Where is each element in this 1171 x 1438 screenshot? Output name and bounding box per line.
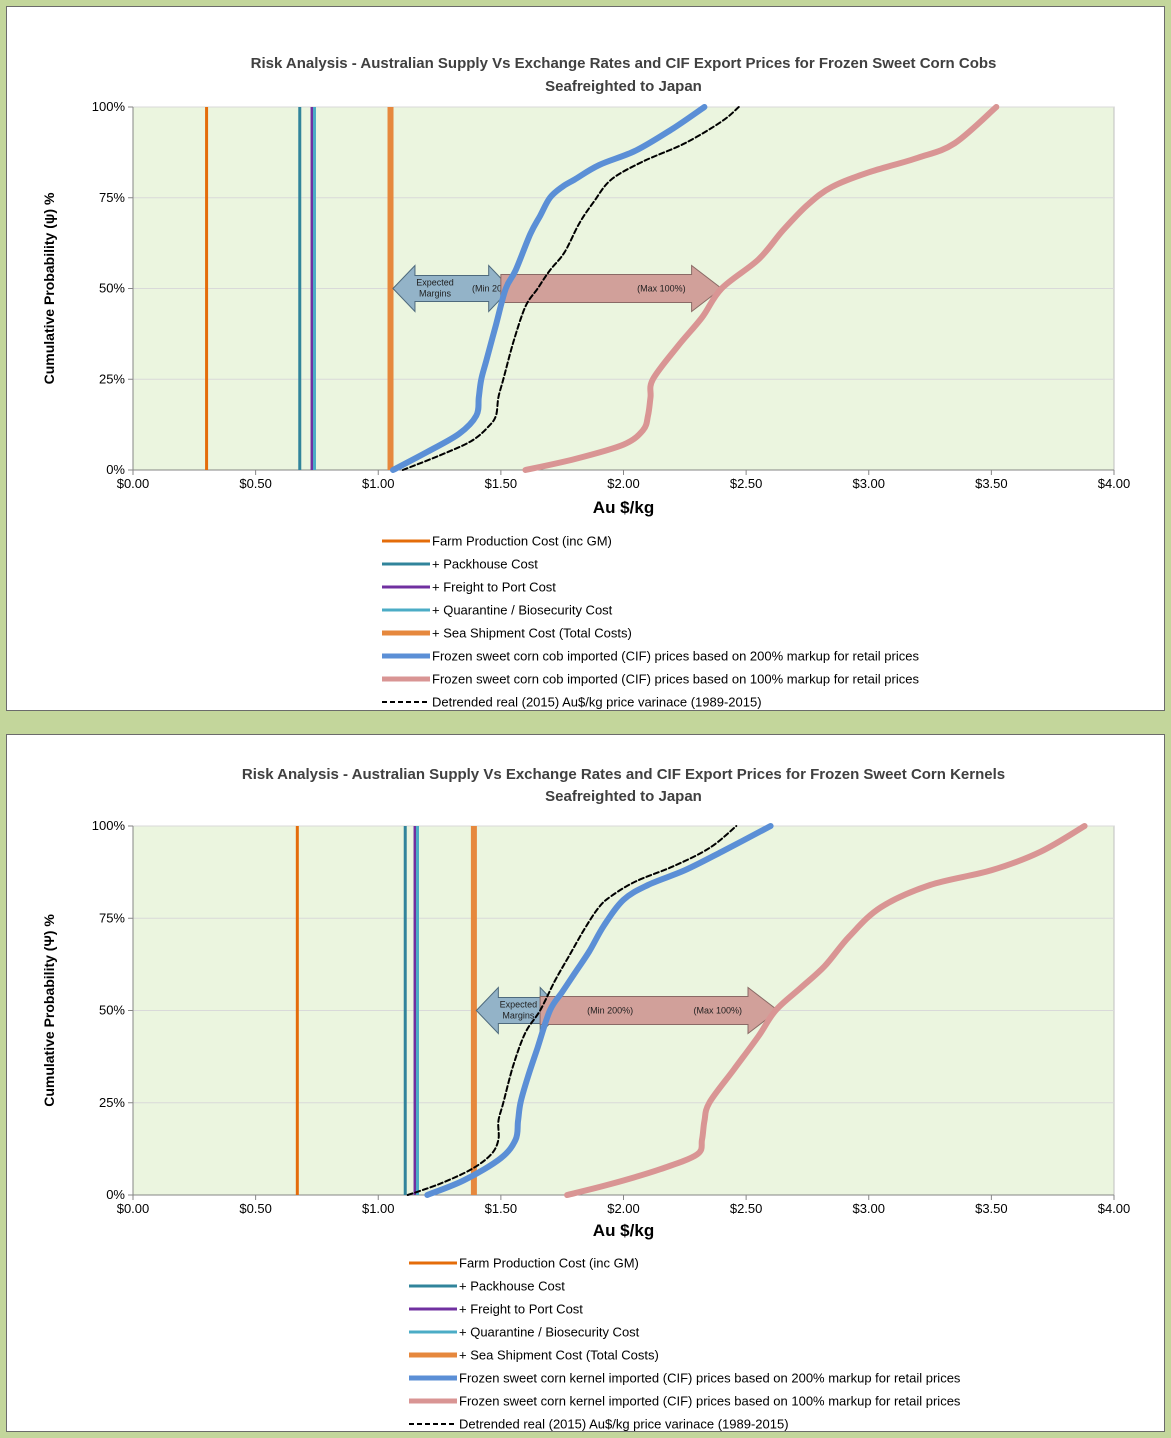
legend-label: + Freight to Port Cost bbox=[432, 580, 556, 595]
kernels-chart: Risk Analysis - Australian Supply Vs Exc… bbox=[41, 766, 1131, 1432]
series-line bbox=[522, 104, 1000, 473]
x-tick-label: $2.00 bbox=[607, 476, 640, 491]
y-tick-label: 0% bbox=[106, 462, 125, 477]
chart-title: Risk Analysis - Australian Supply Vs Exc… bbox=[251, 55, 997, 72]
x-axis-label: Au $/kg bbox=[593, 1221, 654, 1240]
chart-subtitle: Seafreighted to Japan bbox=[545, 78, 702, 95]
x-tick-label: $1.00 bbox=[362, 1201, 395, 1216]
y-tick-label: 0% bbox=[106, 1187, 125, 1202]
margin-arrow-max bbox=[539, 986, 779, 1035]
x-tick-label: $3.00 bbox=[852, 476, 885, 491]
arrow-label-min: (Min 200%) bbox=[472, 284, 518, 294]
arrow-label-expected: Expected bbox=[500, 1000, 538, 1010]
y-tick-label: 25% bbox=[99, 1095, 125, 1110]
series-line bbox=[564, 823, 1088, 1198]
series-line bbox=[406, 825, 738, 1196]
legend-label: Frozen sweet corn kernel imported (CIF) … bbox=[459, 1371, 961, 1386]
x-tick-label: $0.50 bbox=[239, 476, 272, 491]
legend-label: Frozen sweet corn kernel imported (CIF) … bbox=[459, 1394, 961, 1409]
x-tick-label: $0.50 bbox=[239, 1201, 272, 1216]
x-tick-label: $2.50 bbox=[730, 1201, 763, 1216]
x-tick-label: $3.00 bbox=[852, 1201, 885, 1216]
legend-label: + Quarantine / Biosecurity Cost bbox=[459, 1325, 640, 1340]
x-tick-label: $1.00 bbox=[362, 476, 395, 491]
x-tick-label: $2.50 bbox=[730, 476, 763, 491]
margin-arrow-max bbox=[500, 264, 723, 313]
legend-label: Detrended real (2015) Au$/kg price varin… bbox=[459, 1417, 789, 1432]
x-tick-label: $1.50 bbox=[485, 476, 518, 491]
chart-subtitle: Seafreighted to Japan bbox=[545, 788, 702, 805]
cobs-chart: Risk Analysis - Australian Supply Vs Exc… bbox=[41, 55, 1131, 710]
legend-label: Farm Production Cost (inc GM) bbox=[459, 1256, 639, 1271]
y-tick-label: 50% bbox=[99, 281, 125, 296]
legend-label: Farm Production Cost (inc GM) bbox=[432, 534, 612, 549]
y-tick-label: 25% bbox=[99, 371, 125, 386]
legend-label: + Sea Shipment Cost (Total Costs) bbox=[432, 626, 632, 641]
x-tick-label: $1.50 bbox=[485, 1201, 518, 1216]
legend-label: + Freight to Port Cost bbox=[459, 1302, 583, 1317]
x-tick-label: $0.00 bbox=[117, 476, 150, 491]
x-tick-label: $0.00 bbox=[117, 1201, 150, 1216]
y-tick-label: 75% bbox=[99, 190, 125, 205]
arrow-label-min: (Min 200%) bbox=[587, 1006, 633, 1016]
legend-label: Frozen sweet corn cob imported (CIF) pri… bbox=[432, 672, 919, 687]
legend-label: Detrended real (2015) Au$/kg price varin… bbox=[432, 695, 762, 710]
arrow-label-margins: Margins bbox=[502, 1011, 535, 1021]
x-tick-label: $3.50 bbox=[975, 476, 1008, 491]
y-tick-label: 50% bbox=[99, 1003, 125, 1018]
arrow-label-margins: Margins bbox=[419, 289, 452, 299]
series-line bbox=[390, 104, 708, 473]
y-axis-label: Cumulative Probability (Ψ) % bbox=[41, 914, 57, 1107]
x-tick-label: $2.00 bbox=[607, 1201, 640, 1216]
chart-title: Risk Analysis - Australian Supply Vs Exc… bbox=[242, 766, 1005, 783]
chart-panel-kernels: Risk Analysis - Australian Supply Vs Exc… bbox=[6, 734, 1165, 1432]
x-axis-label: Au $/kg bbox=[593, 498, 654, 517]
legend-label: + Packhouse Cost bbox=[432, 557, 538, 572]
arrow-label-max: (Max 100%) bbox=[637, 284, 686, 294]
legend-label: Frozen sweet corn cob imported (CIF) pri… bbox=[432, 649, 919, 664]
arrow-label-expected: Expected bbox=[416, 278, 454, 288]
x-tick-label: $4.00 bbox=[1098, 476, 1131, 491]
chart-panel-cobs: Risk Analysis - Australian Supply Vs Exc… bbox=[6, 6, 1165, 711]
y-tick-label: 75% bbox=[99, 910, 125, 925]
y-axis-label: Cumulative Probability (ψ) % bbox=[41, 192, 57, 384]
y-tick-label: 100% bbox=[92, 99, 126, 114]
arrow-label-max: (Max 100%) bbox=[693, 1006, 742, 1016]
y-tick-label: 100% bbox=[92, 818, 126, 833]
legend-label: + Packhouse Cost bbox=[459, 1279, 565, 1294]
x-tick-label: $4.00 bbox=[1098, 1201, 1131, 1216]
legend-label: + Quarantine / Biosecurity Cost bbox=[432, 603, 613, 618]
series-line bbox=[424, 823, 774, 1198]
series-line bbox=[401, 106, 740, 471]
x-tick-label: $3.50 bbox=[975, 1201, 1008, 1216]
legend-label: + Sea Shipment Cost (Total Costs) bbox=[459, 1348, 659, 1363]
